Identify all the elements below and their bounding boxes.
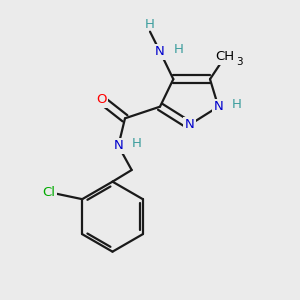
Text: 3: 3 bbox=[236, 57, 242, 67]
Text: CH: CH bbox=[215, 50, 235, 63]
Text: H: H bbox=[232, 98, 242, 111]
Text: N: N bbox=[184, 118, 194, 131]
Text: O: O bbox=[96, 94, 107, 106]
Text: H: H bbox=[132, 137, 142, 150]
Text: N: N bbox=[214, 100, 223, 113]
Text: H: H bbox=[145, 19, 155, 32]
Text: N: N bbox=[155, 45, 165, 58]
Text: H: H bbox=[173, 43, 183, 56]
Text: N: N bbox=[113, 139, 123, 152]
Text: Cl: Cl bbox=[42, 186, 56, 199]
